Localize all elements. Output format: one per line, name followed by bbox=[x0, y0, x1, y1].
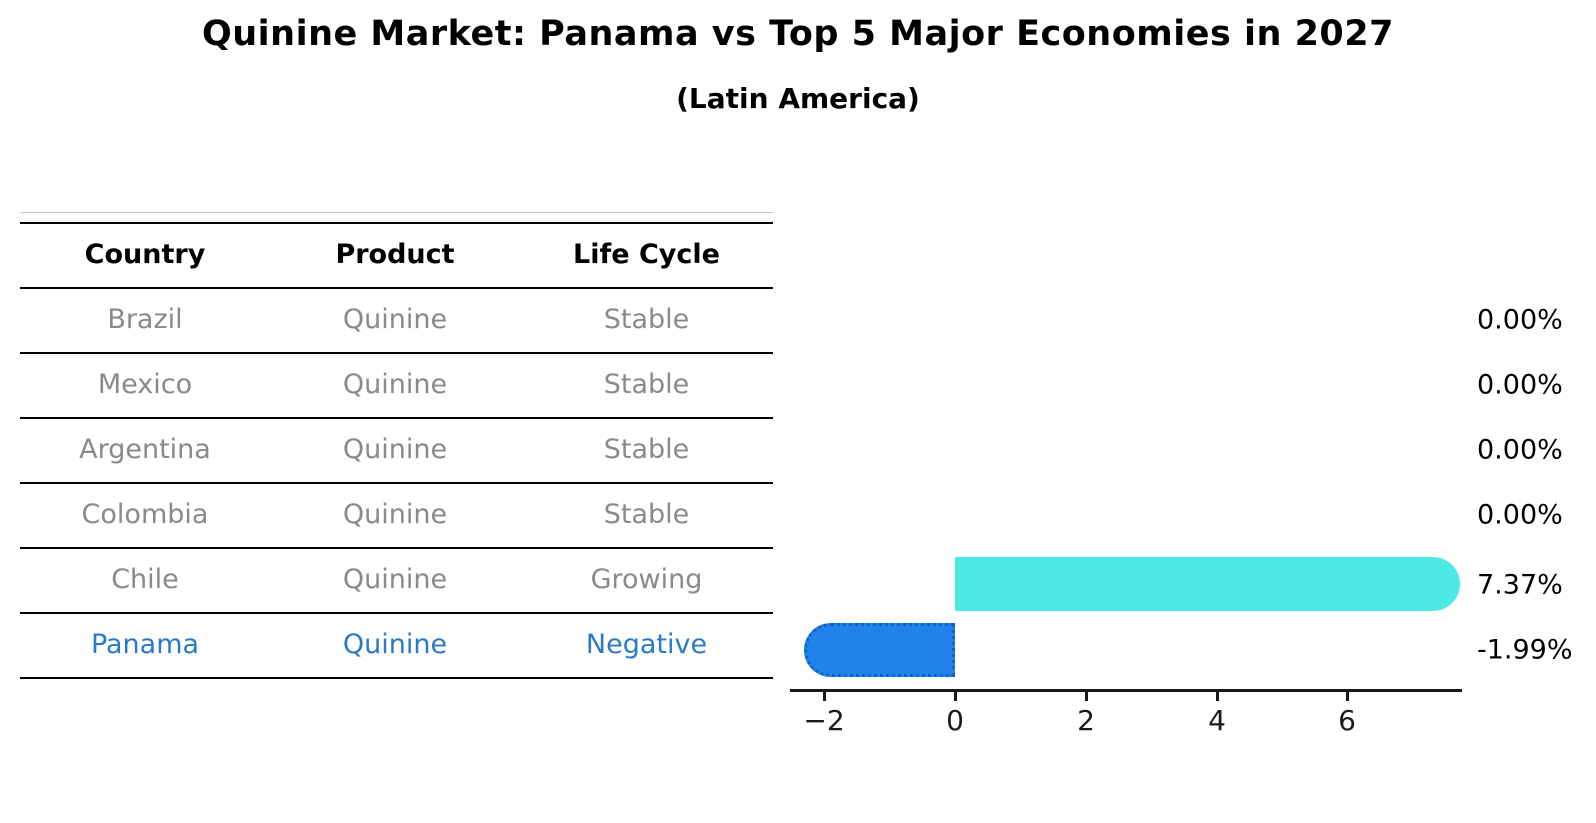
cell-product-colombia: Quinine bbox=[342, 499, 448, 530]
cell-country-colombia: Colombia bbox=[81, 499, 209, 530]
cell-product-mexico: Quinine bbox=[342, 369, 448, 400]
cell-lifecycle-colombia: Stable bbox=[603, 499, 690, 530]
x-axis-tick-label: 4 bbox=[1208, 704, 1226, 737]
cell-lifecycle-brazil: Stable bbox=[603, 304, 690, 335]
x-axis-tick bbox=[1085, 692, 1088, 701]
cell-lifecycle-panama: Negative bbox=[585, 629, 708, 660]
cell-country-chile: Chile bbox=[111, 564, 179, 595]
table-outer-top-border bbox=[20, 212, 773, 213]
x-axis-tick bbox=[1346, 692, 1349, 701]
table-row-divider bbox=[20, 482, 773, 484]
table-row-divider bbox=[20, 547, 773, 549]
value-label-mexico: 0.00% bbox=[1477, 369, 1563, 401]
table-bottom-border bbox=[20, 677, 773, 679]
cell-lifecycle-mexico: Stable bbox=[603, 369, 690, 400]
column-header-country: Country bbox=[84, 239, 206, 270]
x-axis-tick-label: 0 bbox=[946, 704, 964, 737]
x-axis-line bbox=[790, 689, 1462, 692]
x-axis-tick-label: 2 bbox=[1077, 704, 1095, 737]
cell-product-panama: Quinine bbox=[342, 629, 448, 660]
value-label-colombia: 0.00% bbox=[1477, 499, 1563, 531]
cell-product-brazil: Quinine bbox=[342, 304, 448, 335]
cell-country-panama: Panama bbox=[90, 629, 200, 660]
market-table: Country Product Life Cycle Brazil Quinin… bbox=[20, 222, 773, 677]
bar-panama-growth bbox=[804, 623, 955, 677]
table-row-divider bbox=[20, 417, 773, 419]
cell-country-mexico: Mexico bbox=[97, 369, 193, 400]
bar-chile-growth bbox=[955, 557, 1460, 611]
table-header-divider bbox=[20, 287, 773, 289]
value-label-panama: -1.99% bbox=[1477, 634, 1573, 666]
table-row-divider bbox=[20, 352, 773, 354]
cell-product-chile: Quinine bbox=[342, 564, 448, 595]
table-row-divider bbox=[20, 612, 773, 614]
x-axis-tick-label: 6 bbox=[1338, 704, 1356, 737]
value-label-brazil: 0.00% bbox=[1477, 304, 1563, 336]
x-axis-tick bbox=[1216, 692, 1219, 701]
table-top-border bbox=[20, 222, 773, 224]
x-axis-tick-label: −2 bbox=[803, 704, 845, 737]
value-label-argentina: 0.00% bbox=[1477, 434, 1563, 466]
value-label-chile: 7.37% bbox=[1477, 569, 1563, 601]
cell-product-argentina: Quinine bbox=[342, 434, 448, 465]
x-axis-tick bbox=[954, 692, 957, 701]
cell-lifecycle-argentina: Stable bbox=[603, 434, 690, 465]
cell-country-argentina: Argentina bbox=[79, 434, 211, 465]
column-header-product: Product bbox=[335, 239, 455, 270]
chart-title: Quinine Market: Panama vs Top 5 Major Ec… bbox=[202, 14, 1394, 54]
column-header-life-cycle: Life Cycle bbox=[573, 239, 720, 270]
chart-subtitle: (Latin America) bbox=[676, 82, 920, 115]
x-axis-tick bbox=[823, 692, 826, 701]
cell-lifecycle-chile: Growing bbox=[590, 564, 703, 595]
cell-country-brazil: Brazil bbox=[107, 304, 183, 335]
